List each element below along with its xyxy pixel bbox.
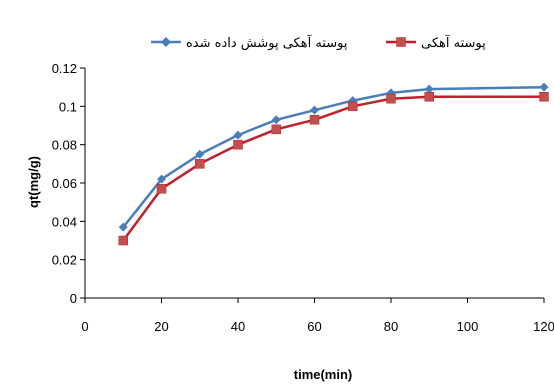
data-point-series-2 <box>195 159 205 169</box>
y-tick-label: 0.06 <box>52 176 77 191</box>
x-tick-label: 80 <box>384 319 398 334</box>
data-point-series-1 <box>118 222 128 232</box>
data-point-series-2 <box>233 139 243 150</box>
y-tick-label: 0.08 <box>52 138 77 153</box>
data-point-series-2 <box>309 115 320 125</box>
y-tick-label: 0 <box>70 291 77 306</box>
x-tick-label: 20 <box>154 319 168 334</box>
data-point-series-2 <box>539 92 549 102</box>
data-point-series-1 <box>424 84 434 94</box>
x-tick-label: 100 <box>457 319 479 334</box>
y-axis-title: qt(mg/g) <box>26 156 41 208</box>
series-line-2 <box>122 95 544 242</box>
y-tick-label: 0.04 <box>52 214 77 229</box>
data-point-series-2 <box>424 92 434 102</box>
data-point-series-2 <box>118 235 128 246</box>
data-point-series-1 <box>157 174 166 184</box>
x-axis-title: time(min) <box>294 367 353 382</box>
series-line-1 <box>122 85 545 228</box>
data-point-series-1 <box>233 130 243 140</box>
legend-label-series-2: پوسته آهکی <box>421 34 486 51</box>
legend-label-series-1: پوسته آهکی پوشش داده شده <box>186 34 348 51</box>
x-tick-label: 0 <box>81 319 88 334</box>
data-point-series-1 <box>271 115 281 125</box>
y-tick-label: 0.02 <box>52 253 77 268</box>
data-point-series-2 <box>156 184 167 194</box>
x-tick-label: 40 <box>231 319 245 334</box>
y-tick-label: 0.12 <box>52 61 77 76</box>
data-point-series-2 <box>386 93 396 104</box>
legend-entry-series-2: پوسته آهکی <box>386 34 486 51</box>
data-point-series-2 <box>348 101 358 112</box>
x-tick-label: 120 <box>533 319 554 334</box>
legend-marker-series-1 <box>161 37 171 47</box>
x-tick-label: 60 <box>307 319 321 334</box>
legend-marker-series-2 <box>396 37 406 47</box>
data-point-series-1 <box>310 105 319 115</box>
data-point-series-1 <box>195 149 205 159</box>
axes: 0 0.02 0.04 0.06 0.08 0.1 0.12 0 20 40 60 80 100 120 <box>52 61 554 334</box>
data-point-series-1 <box>539 82 549 92</box>
plot-area <box>118 82 549 246</box>
legend-entry-series-1: پوسته آهکی پوشش داده شده <box>151 34 348 51</box>
legend: پوسته آهکی پوشش داده شده پوسته آهکی <box>151 34 486 51</box>
data-point-series-2 <box>271 124 281 135</box>
y-tick-label: 0.1 <box>59 99 77 114</box>
